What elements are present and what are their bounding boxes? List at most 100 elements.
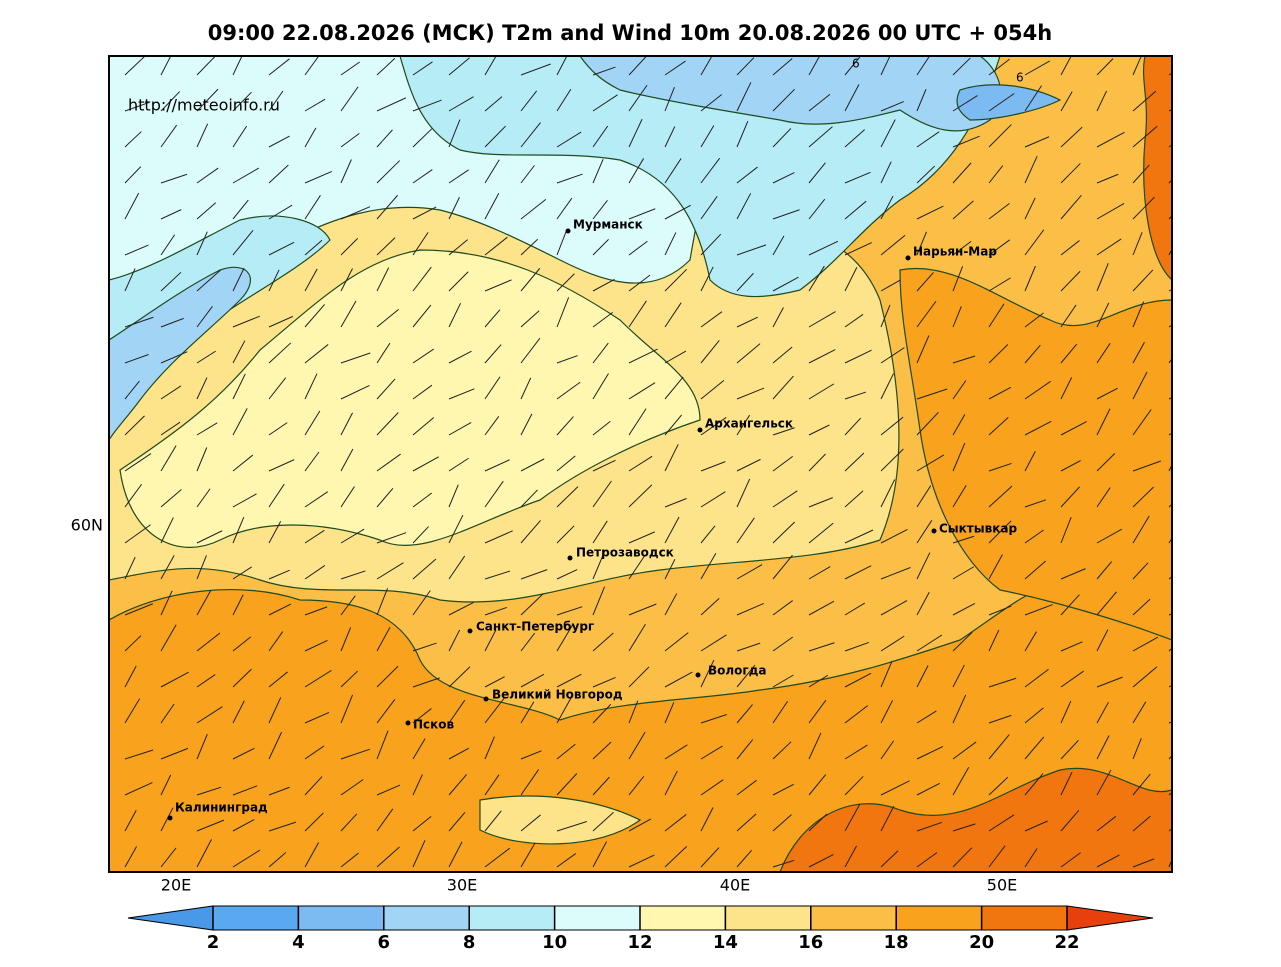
wind-barb xyxy=(880,304,891,328)
wind-barb xyxy=(736,779,757,796)
wind-barb xyxy=(484,376,501,400)
wind-barb xyxy=(232,668,252,688)
wind-barb xyxy=(952,694,967,724)
wind-barb xyxy=(1024,736,1045,760)
wind-barb xyxy=(268,58,290,76)
wind-barb xyxy=(844,529,874,544)
wind-barb xyxy=(1132,701,1147,724)
wind-barb xyxy=(700,598,720,616)
wind-barb xyxy=(124,846,137,868)
wind-barb xyxy=(664,414,682,436)
wind-barb xyxy=(340,238,359,256)
wind-barb xyxy=(592,586,606,616)
lon-label: 50E xyxy=(987,876,1017,895)
wind-barb xyxy=(988,776,1009,796)
wind-barb xyxy=(700,380,725,400)
wind-barb xyxy=(556,88,572,112)
wind-barb xyxy=(1024,773,1044,796)
wind-barb xyxy=(772,783,794,796)
wind-barb xyxy=(1132,409,1152,436)
wind-barb xyxy=(376,237,396,256)
wind-barb xyxy=(268,697,282,724)
wind-barb xyxy=(304,745,325,760)
wind-barb xyxy=(124,524,151,544)
wind-barb xyxy=(160,747,189,760)
colorbar-tick-label: 18 xyxy=(884,932,909,953)
wind-barb xyxy=(916,411,939,436)
wind-barb xyxy=(448,388,475,400)
city-label: Калининград xyxy=(175,801,268,815)
wind-barb xyxy=(1024,668,1049,688)
wind-barb xyxy=(484,480,504,508)
wind-barb xyxy=(1024,85,1042,112)
wind-barb xyxy=(268,135,290,148)
wind-barb xyxy=(124,316,154,328)
wind-barb xyxy=(700,311,723,328)
wind-barb xyxy=(232,267,245,292)
colorbar-segment xyxy=(1066,905,1154,931)
wind-barb xyxy=(448,699,466,724)
wind-barb xyxy=(772,490,798,508)
wind-barb xyxy=(304,127,317,148)
wind-barb xyxy=(160,124,178,148)
wind-barb xyxy=(628,603,657,616)
wind-barb xyxy=(1060,670,1084,688)
wind-barb xyxy=(880,567,911,580)
wind-barb xyxy=(340,86,359,112)
wind-barb xyxy=(880,806,895,832)
wind-barb xyxy=(772,521,796,544)
wind-barb xyxy=(124,809,137,832)
wind-barb xyxy=(304,344,329,364)
wind-barb xyxy=(772,700,789,724)
wind-barb xyxy=(448,350,472,364)
wind-barb xyxy=(916,852,938,868)
wind-barb xyxy=(340,528,365,544)
wind-barb xyxy=(628,666,650,688)
wind-barb xyxy=(952,240,972,256)
wind-barb xyxy=(808,732,822,760)
colorbar-segment xyxy=(468,905,556,931)
wind-barb xyxy=(700,417,727,436)
city-label: Архангельск xyxy=(705,417,793,431)
wind-barb xyxy=(772,375,794,400)
wind-barb xyxy=(232,594,244,616)
wind-barb xyxy=(304,776,323,796)
wind-barb xyxy=(952,442,966,472)
wind-barb xyxy=(844,744,868,760)
wind-barb xyxy=(772,58,793,76)
wind-barb xyxy=(412,677,440,688)
wind-barb xyxy=(376,784,401,796)
wind-barb xyxy=(268,164,289,184)
wind-barb xyxy=(268,204,293,220)
wind-barb xyxy=(376,58,396,76)
wind-barb xyxy=(412,526,429,544)
wind-barb xyxy=(520,520,541,544)
wind-barb xyxy=(1024,344,1041,364)
wind-barb xyxy=(772,307,784,328)
wind-barb xyxy=(160,489,182,508)
wind-barb xyxy=(736,343,761,364)
wind-barb xyxy=(700,634,727,652)
lon-label: 20E xyxy=(161,876,191,895)
wind-barb xyxy=(772,674,794,688)
wind-barb xyxy=(1168,248,1172,256)
wind-barb xyxy=(304,669,332,688)
wind-barb xyxy=(916,454,945,472)
wind-barb xyxy=(556,606,583,616)
wind-barb xyxy=(700,807,714,832)
wind-barb xyxy=(340,779,364,796)
wind-barb xyxy=(700,714,727,724)
wind-barb xyxy=(484,125,506,148)
wind-barb xyxy=(592,632,614,652)
wind-barb xyxy=(196,447,208,472)
wind-barb xyxy=(1096,701,1109,724)
wind-barb xyxy=(340,268,353,292)
level-20-22-edge xyxy=(1142,56,1172,281)
colorbar-segment xyxy=(639,905,726,931)
wind-barb xyxy=(376,97,407,112)
wind-barb xyxy=(808,813,828,832)
wind-barb xyxy=(952,535,975,544)
wind-barb xyxy=(268,459,295,472)
wind-barb xyxy=(1060,91,1073,112)
wind-barb xyxy=(880,373,894,400)
